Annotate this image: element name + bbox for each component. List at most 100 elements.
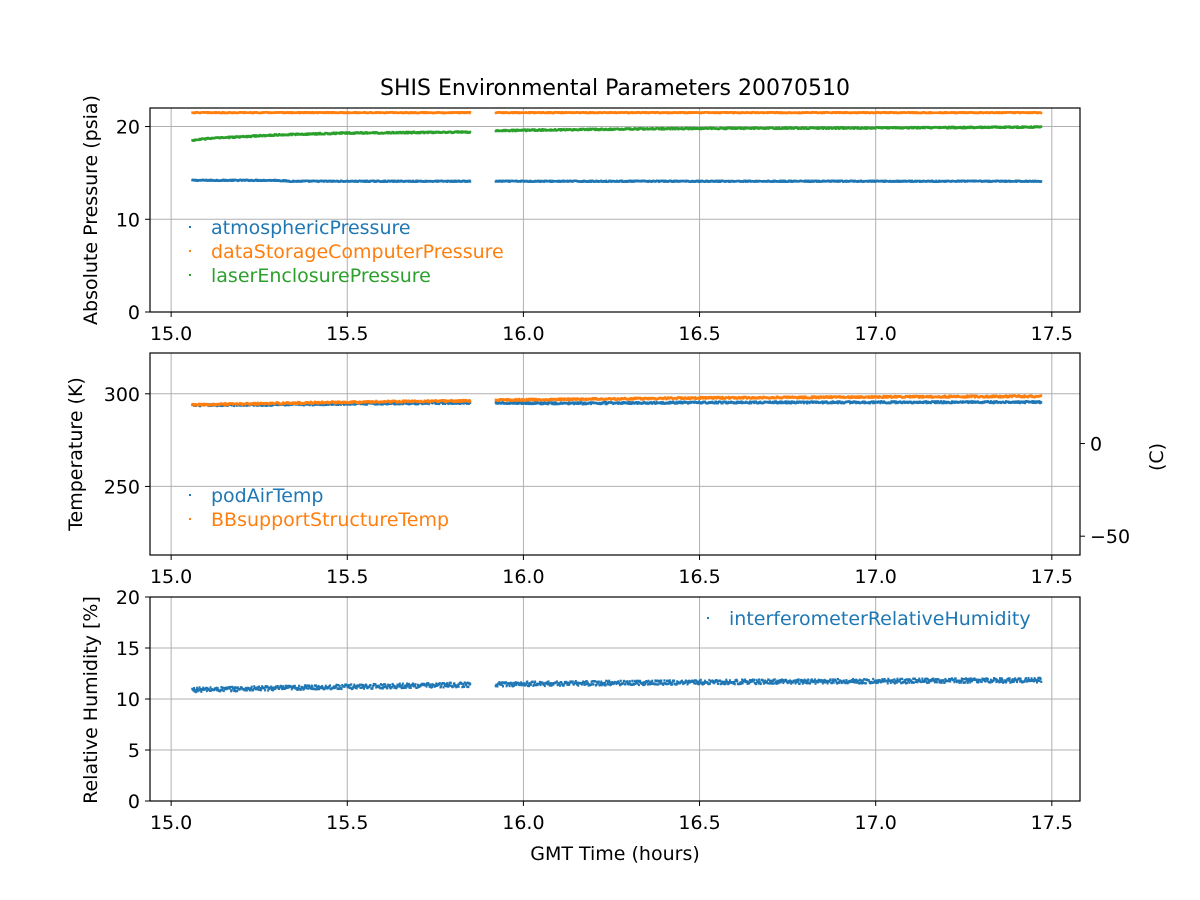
data-point [469, 401, 472, 405]
data-point [713, 402, 716, 405]
data-point [753, 127, 756, 131]
legend-label: dataStorageComputerPressure [211, 241, 504, 263]
data-point [373, 403, 376, 406]
data-point [710, 126, 713, 129]
data-point [511, 400, 514, 404]
data-point [603, 400, 606, 404]
legend-label: atmosphericPressure [211, 217, 411, 239]
data-point [550, 401, 553, 404]
data-point [609, 127, 612, 130]
x-tick-label: 16.5 [678, 566, 720, 588]
data-point [668, 402, 671, 405]
grid-lines [150, 353, 1080, 555]
chart-title: SHIS Environmental Parameters 20070510 [380, 76, 850, 101]
data-point [594, 128, 597, 132]
data-point [805, 126, 808, 129]
data-point [353, 403, 356, 406]
data-point [947, 126, 950, 130]
data-point [515, 402, 518, 405]
series-atmosphericPressure [191, 178, 1043, 184]
data-point [668, 400, 671, 404]
data-point [532, 402, 535, 405]
data-point [626, 402, 629, 405]
data-point [1040, 111, 1043, 115]
legend-label: laserEnclosurePressure [211, 265, 431, 287]
x-tick-label: 16.0 [502, 323, 544, 345]
data-point [654, 402, 657, 405]
data-point [469, 180, 472, 183]
data-point [427, 402, 430, 406]
data-point [721, 402, 724, 405]
data-point [469, 111, 472, 114]
y-tick-label: 0 [128, 302, 140, 324]
data-point [409, 402, 412, 406]
data-point [559, 128, 562, 131]
data-point [1040, 125, 1043, 128]
data-point [604, 402, 607, 406]
data-point [273, 134, 276, 137]
data-point [714, 400, 717, 403]
y-tick-label: 20 [116, 117, 140, 139]
x-tick-label: 17.0 [855, 323, 897, 345]
data-point [1015, 126, 1018, 130]
legend: atmosphericPressuredataStorageComputerPr… [189, 217, 504, 287]
data-point [421, 402, 424, 406]
data-point [526, 402, 529, 405]
data-point [284, 404, 287, 407]
data-point [1040, 180, 1043, 183]
data-point [532, 128, 535, 131]
data-point [467, 402, 470, 405]
data-point [261, 404, 264, 407]
data-point [552, 402, 555, 406]
data-point [406, 130, 409, 134]
data-point [452, 402, 455, 405]
data-point [582, 402, 585, 406]
data-point [342, 403, 345, 406]
data-point [227, 135, 230, 138]
data-point [662, 126, 665, 130]
data-point [546, 402, 549, 406]
data-point [313, 133, 316, 136]
data-point [438, 402, 441, 406]
data-point [322, 403, 325, 406]
data-point [582, 401, 585, 404]
data-point [287, 403, 290, 407]
data-point [1020, 126, 1023, 130]
data-point [543, 401, 546, 404]
data-point [541, 128, 544, 131]
data-point [360, 130, 363, 134]
data-point [366, 403, 369, 406]
y-tick-label: 10 [116, 209, 140, 231]
data-point [1029, 125, 1032, 128]
data-point [589, 401, 592, 404]
data-point [629, 401, 632, 404]
data-point [393, 403, 396, 406]
data-point [554, 128, 557, 131]
data-point [1016, 125, 1019, 128]
data-point [204, 138, 207, 141]
data-point [552, 401, 555, 404]
data-point [380, 402, 383, 406]
data-point [576, 401, 579, 404]
data-point [559, 129, 562, 132]
data-point [469, 130, 472, 134]
data-point [827, 126, 830, 129]
data-point [434, 401, 437, 404]
data-point [288, 403, 291, 407]
data-point [517, 402, 520, 405]
data-point [375, 403, 378, 406]
data-point [816, 127, 819, 130]
data-point [441, 402, 444, 406]
series-laserEnclosurePressure [191, 125, 1043, 142]
data-point [534, 402, 537, 405]
data-point [608, 128, 611, 132]
data-point [365, 131, 368, 134]
legend-marker [189, 226, 191, 228]
data-point [323, 133, 326, 136]
data-point [406, 402, 409, 406]
data-point [540, 401, 543, 404]
data-point [524, 401, 527, 404]
data-point [524, 128, 527, 131]
data-point [262, 404, 265, 407]
data-point [567, 402, 570, 406]
